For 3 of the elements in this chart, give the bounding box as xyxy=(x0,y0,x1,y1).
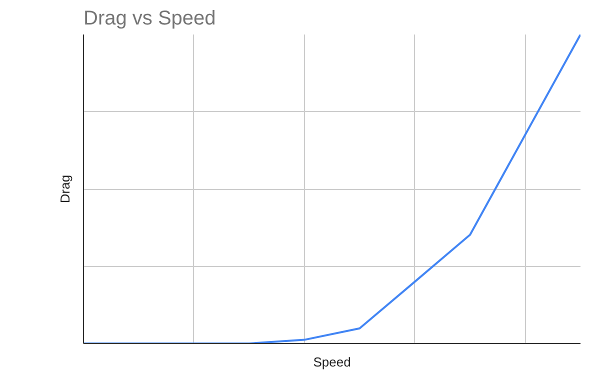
x-axis-title: Speed xyxy=(313,354,351,370)
chart-title: Drag vs Speed xyxy=(84,8,216,30)
y-axis-title: Drag xyxy=(58,174,72,204)
